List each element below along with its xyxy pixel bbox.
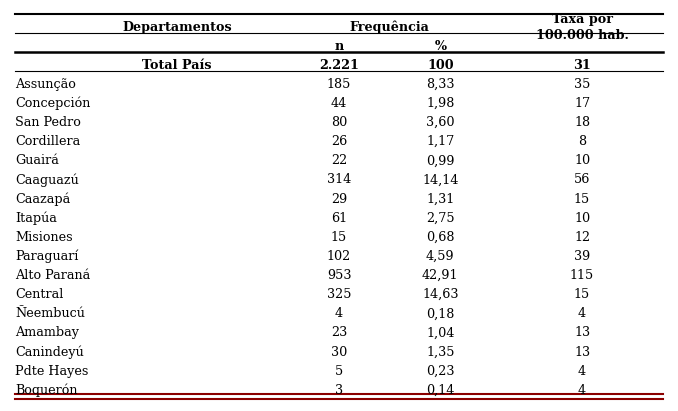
Text: 17: 17 xyxy=(574,97,590,110)
Text: 13: 13 xyxy=(574,346,590,358)
Text: 35: 35 xyxy=(574,78,591,91)
Text: 23: 23 xyxy=(331,326,347,339)
Text: 5: 5 xyxy=(335,365,343,378)
Text: Ñeembucú: Ñeembucú xyxy=(15,307,85,320)
Text: n: n xyxy=(334,39,344,53)
Text: Amambay: Amambay xyxy=(15,326,79,339)
Text: 26: 26 xyxy=(331,135,347,148)
Text: Itapúa: Itapúa xyxy=(15,211,57,225)
Text: 31: 31 xyxy=(573,59,591,72)
Text: 100: 100 xyxy=(427,59,454,72)
Text: Departamentos: Departamentos xyxy=(122,21,232,34)
Text: 13: 13 xyxy=(574,326,590,339)
Text: 15: 15 xyxy=(574,193,591,206)
Text: 56: 56 xyxy=(574,173,591,187)
Text: Central: Central xyxy=(15,288,63,301)
Text: 3: 3 xyxy=(335,384,343,397)
Text: 29: 29 xyxy=(331,193,347,206)
Text: 1,35: 1,35 xyxy=(426,346,454,358)
Text: 1,31: 1,31 xyxy=(426,193,454,206)
Text: Total País: Total País xyxy=(142,59,212,72)
Text: 14,63: 14,63 xyxy=(422,288,458,301)
Text: Concepción: Concepción xyxy=(15,97,90,110)
Text: Misiones: Misiones xyxy=(15,231,73,244)
Text: 2,75: 2,75 xyxy=(426,212,454,225)
Text: 4: 4 xyxy=(578,365,586,378)
Text: 4: 4 xyxy=(578,384,586,397)
Text: 2.221: 2.221 xyxy=(319,59,359,72)
Text: 12: 12 xyxy=(574,231,590,244)
Text: 0,99: 0,99 xyxy=(426,155,454,167)
Text: Caazapá: Caazapá xyxy=(15,192,70,206)
Text: 314: 314 xyxy=(327,173,351,187)
Text: 953: 953 xyxy=(327,269,351,282)
Text: Taxa por
100.000 hab.: Taxa por 100.000 hab. xyxy=(536,12,629,42)
Text: 4: 4 xyxy=(578,307,586,320)
Text: Assunção: Assunção xyxy=(15,78,76,91)
Text: 8: 8 xyxy=(578,135,586,148)
Text: 42,91: 42,91 xyxy=(422,269,458,282)
Text: 1,17: 1,17 xyxy=(426,135,454,148)
Text: 3,60: 3,60 xyxy=(426,116,454,129)
Text: 14,14: 14,14 xyxy=(422,173,458,187)
Text: 10: 10 xyxy=(574,155,590,167)
Text: 1,04: 1,04 xyxy=(426,326,454,339)
Text: Guairá: Guairá xyxy=(15,155,59,167)
Text: Caaguazú: Caaguazú xyxy=(15,173,79,187)
Text: %: % xyxy=(435,39,446,53)
Text: Frequência: Frequência xyxy=(350,20,430,34)
Text: Canindeyú: Canindeyú xyxy=(15,345,83,359)
Text: Cordillera: Cordillera xyxy=(15,135,80,148)
Text: 30: 30 xyxy=(331,346,347,358)
Text: 10: 10 xyxy=(574,212,590,225)
Text: 18: 18 xyxy=(574,116,590,129)
Text: 1,98: 1,98 xyxy=(426,97,454,110)
Text: 22: 22 xyxy=(331,155,347,167)
Text: 39: 39 xyxy=(574,250,591,263)
Text: 185: 185 xyxy=(327,78,351,91)
Text: 102: 102 xyxy=(327,250,351,263)
Text: 44: 44 xyxy=(331,97,347,110)
Text: 0,18: 0,18 xyxy=(426,307,454,320)
Text: Pdte Hayes: Pdte Hayes xyxy=(15,365,88,378)
Text: 0,23: 0,23 xyxy=(426,365,454,378)
Text: Paraguarí: Paraguarí xyxy=(15,249,78,263)
Text: 61: 61 xyxy=(331,212,347,225)
Text: 80: 80 xyxy=(331,116,347,129)
Text: 15: 15 xyxy=(574,288,591,301)
Text: 325: 325 xyxy=(327,288,351,301)
Text: 4: 4 xyxy=(335,307,343,320)
Text: Boquerón: Boquerón xyxy=(15,383,77,397)
Text: 0,68: 0,68 xyxy=(426,231,454,244)
Text: 8,33: 8,33 xyxy=(426,78,454,91)
Text: 0,14: 0,14 xyxy=(426,384,454,397)
Text: Alto Paraná: Alto Paraná xyxy=(15,269,90,282)
Text: 4,59: 4,59 xyxy=(426,250,454,263)
Text: San Pedro: San Pedro xyxy=(15,116,81,129)
Text: 115: 115 xyxy=(570,269,594,282)
Text: 15: 15 xyxy=(331,231,347,244)
